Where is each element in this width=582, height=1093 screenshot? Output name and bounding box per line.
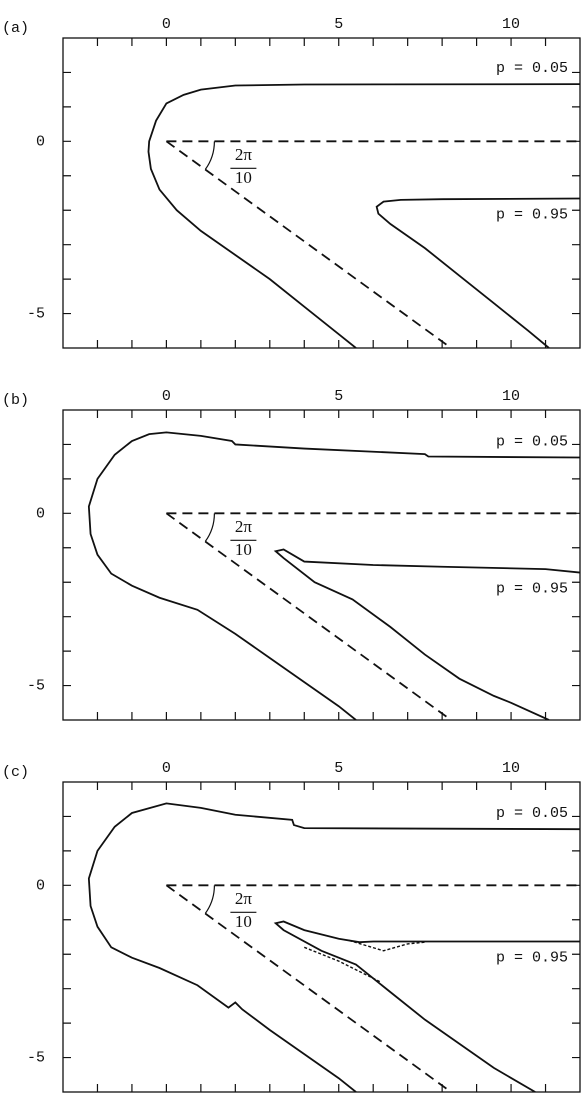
x-tick-label: 0 xyxy=(162,760,171,777)
curve xyxy=(375,197,580,348)
curve-label: p = 0.95 xyxy=(496,206,568,223)
x-tick-label: 0 xyxy=(162,16,171,33)
x-tick-label: 5 xyxy=(334,388,343,405)
panel-label: (a) xyxy=(2,20,29,37)
x-tick-label: 10 xyxy=(502,16,520,33)
curve xyxy=(87,802,580,1092)
angle-numerator: 2π xyxy=(235,517,253,536)
y-tick-label: 0 xyxy=(36,505,45,522)
y-tick-label: 0 xyxy=(36,133,45,150)
y-tick-label: 0 xyxy=(36,877,45,894)
y-tick-label: -5 xyxy=(27,1050,45,1067)
curve-label: p = 0.95 xyxy=(496,581,568,598)
angle-numerator: 2π xyxy=(235,889,253,908)
curve xyxy=(165,512,452,720)
x-tick-label: 0 xyxy=(162,388,171,405)
curve xyxy=(348,939,425,952)
angle-denominator: 10 xyxy=(235,540,252,559)
curve xyxy=(273,920,580,1092)
curve xyxy=(147,83,580,348)
x-tick-label: 5 xyxy=(334,16,343,33)
y-tick-label: -5 xyxy=(27,678,45,695)
angle-denominator: 10 xyxy=(235,912,252,931)
y-tick-label: -5 xyxy=(27,306,45,323)
x-tick-label: 5 xyxy=(334,760,343,777)
curve xyxy=(165,140,452,348)
x-tick-label: 10 xyxy=(502,760,520,777)
curve-label: p = 0.05 xyxy=(496,60,568,77)
x-tick-label: 10 xyxy=(502,388,520,405)
curve xyxy=(273,548,580,720)
curve-label: p = 0.05 xyxy=(496,805,568,822)
curve-label: p = 0.95 xyxy=(496,949,568,966)
angle-arc xyxy=(204,513,215,542)
curve xyxy=(304,946,381,983)
angle-numerator: 2π xyxy=(235,145,253,164)
panel-label: (c) xyxy=(2,764,29,781)
angle-arc xyxy=(204,141,215,170)
plot-frame xyxy=(62,409,581,721)
angle-denominator: 10 xyxy=(235,168,252,187)
plot-frame xyxy=(62,781,581,1093)
curve xyxy=(87,431,580,720)
curve-label: p = 0.05 xyxy=(496,434,568,451)
angle-arc xyxy=(204,885,215,914)
curve xyxy=(165,884,452,1092)
panel-label: (b) xyxy=(2,392,29,409)
plot-frame xyxy=(62,37,581,349)
